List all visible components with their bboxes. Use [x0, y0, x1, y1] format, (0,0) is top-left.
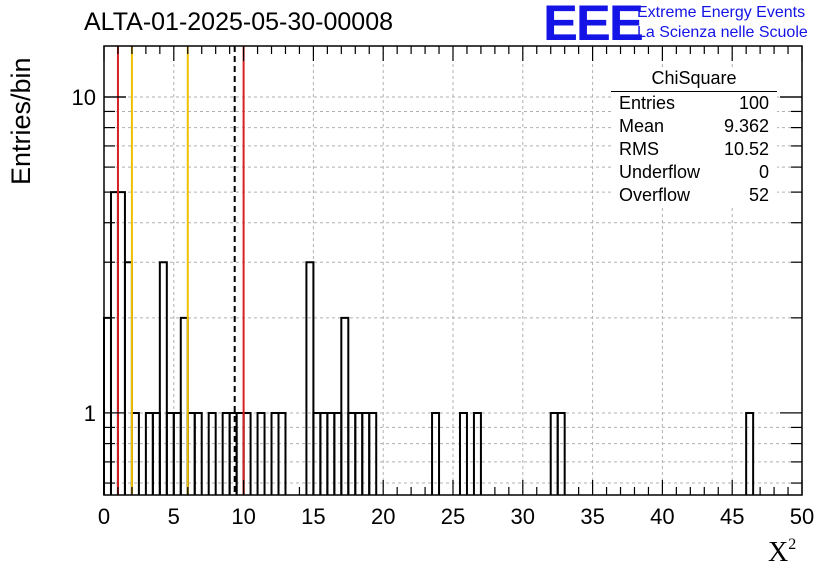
y-tick-label: 1: [84, 401, 96, 426]
histogram-bin: [109, 191, 119, 495]
x-tick-label: 30: [511, 504, 535, 529]
histogram-bin: [123, 261, 133, 495]
stats-label: Underflow: [619, 162, 701, 182]
stats-label: Mean: [619, 116, 665, 136]
stats-label: Entries: [619, 93, 676, 113]
histogram-bin: [207, 411, 217, 495]
x-axis-label-text: X: [768, 537, 789, 568]
stats-row-entries: Entries 100: [611, 92, 777, 115]
histogram-bin: [745, 411, 755, 495]
stats-value: 9.362: [723, 116, 769, 136]
histogram-bin: [472, 411, 482, 495]
stats-value: 10.52: [723, 139, 769, 159]
histogram-bin: [193, 411, 203, 495]
eee-logo-mark: EEE: [543, 0, 644, 51]
x-tick-label: 45: [720, 504, 744, 529]
stats-row-underflow: Underflow 0: [611, 161, 777, 184]
histogram-bin: [158, 261, 168, 495]
histogram-bin: [305, 261, 315, 495]
y-tick-labels: 1 10: [72, 85, 96, 426]
stats-box: ChiSquare Entries 100 Mean 9.362 RMS 10.…: [611, 67, 777, 207]
stats-value: 100: [738, 93, 769, 113]
stats-row-rms: RMS 10.52: [611, 138, 777, 161]
x-tick-label: 10: [231, 504, 255, 529]
histogram-bin: [368, 411, 378, 495]
histogram-bars: [103, 191, 755, 495]
y-tick-label: 10: [72, 85, 96, 110]
reference-lines: [116, 46, 245, 495]
x-tick-label: 40: [650, 504, 674, 529]
histogram-bin: [458, 411, 468, 495]
stats-row-overflow: Overflow 52: [611, 184, 777, 207]
x-tick-label: 35: [580, 504, 604, 529]
histogram-bin: [179, 316, 189, 495]
histogram-bin: [116, 191, 126, 495]
x-tick-label: 20: [371, 504, 395, 529]
x-tick-label: 5: [168, 504, 180, 529]
x-tick-label: 50: [790, 504, 814, 529]
x-tick-label: 25: [441, 504, 465, 529]
histogram-bin: [256, 411, 266, 495]
y-axis-label: Entries/bin: [6, 57, 36, 185]
chart-title: ALTA-01-2025-05-30-00008: [84, 8, 393, 36]
logo-line-1: Extreme Energy Events: [637, 4, 806, 21]
x-tick-label: 0: [98, 504, 110, 529]
x-axis-label: X2: [768, 536, 796, 569]
grid-lines: [104, 46, 802, 495]
logo-line-2: La Scienza nelle Scuole: [637, 24, 808, 41]
axes: [103, 45, 803, 496]
stats-title: ChiSquare: [611, 67, 777, 92]
x-tick-label: 15: [301, 504, 325, 529]
stats-value: 52: [748, 185, 769, 205]
histogram-bin: [340, 316, 350, 495]
x-axis-label-superscript: 2: [788, 536, 797, 553]
stats-row-mean: Mean 9.362: [611, 115, 777, 138]
stats-value: 0: [758, 162, 769, 182]
stats-label: RMS: [619, 139, 659, 159]
x-tick-labels: 0 5 10 15 20 25 30 35 40 45 50: [98, 504, 814, 529]
histogram-bin: [277, 411, 287, 495]
histogram-bin: [103, 316, 112, 495]
histogram-bin: [431, 411, 441, 495]
histogram-bin: [556, 411, 566, 495]
stats-label: Overflow: [619, 185, 691, 205]
